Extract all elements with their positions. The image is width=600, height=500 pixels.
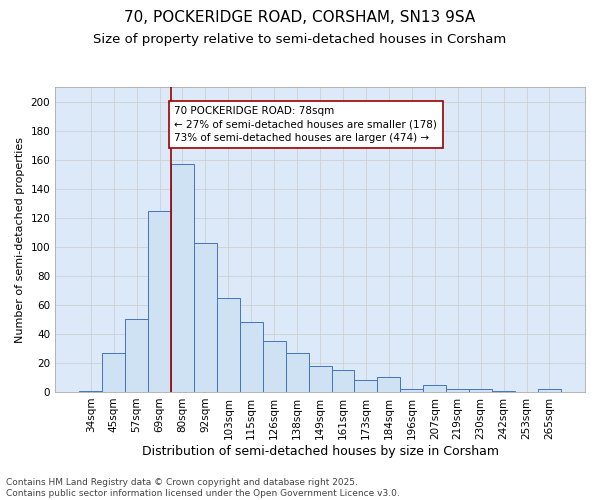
- Bar: [446, 389, 469, 392]
- Text: Contains HM Land Registry data © Crown copyright and database right 2025.
Contai: Contains HM Land Registry data © Crown c…: [6, 478, 400, 498]
- Bar: [332, 370, 355, 392]
- Y-axis label: Number of semi-detached properties: Number of semi-detached properties: [15, 136, 25, 342]
- Text: 70 POCKERIDGE ROAD: 78sqm
← 27% of semi-detached houses are smaller (178)
73% of: 70 POCKERIDGE ROAD: 78sqm ← 27% of semi-…: [175, 106, 437, 142]
- Bar: [263, 341, 286, 392]
- Bar: [148, 210, 171, 392]
- Text: 70, POCKERIDGE ROAD, CORSHAM, SN13 9SA: 70, POCKERIDGE ROAD, CORSHAM, SN13 9SA: [124, 10, 476, 25]
- Bar: [377, 378, 400, 392]
- X-axis label: Distribution of semi-detached houses by size in Corsham: Distribution of semi-detached houses by …: [142, 444, 499, 458]
- Bar: [538, 389, 561, 392]
- Bar: [308, 366, 332, 392]
- Bar: [492, 390, 515, 392]
- Bar: [194, 242, 217, 392]
- Bar: [423, 384, 446, 392]
- Bar: [355, 380, 377, 392]
- Bar: [79, 390, 102, 392]
- Bar: [102, 353, 125, 392]
- Bar: [240, 322, 263, 392]
- Bar: [171, 164, 194, 392]
- Bar: [400, 389, 423, 392]
- Bar: [469, 389, 492, 392]
- Bar: [125, 320, 148, 392]
- Text: Size of property relative to semi-detached houses in Corsham: Size of property relative to semi-detach…: [94, 32, 506, 46]
- Bar: [286, 353, 308, 392]
- Bar: [217, 298, 240, 392]
